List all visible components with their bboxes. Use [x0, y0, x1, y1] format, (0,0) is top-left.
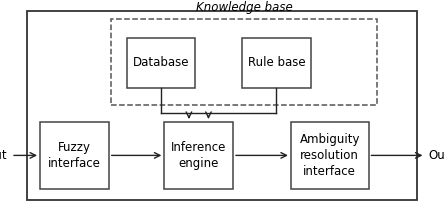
Text: Rule base: Rule base — [248, 56, 305, 70]
Bar — [40, 122, 109, 189]
Bar — [111, 19, 377, 105]
Bar — [164, 122, 233, 189]
Text: Ambiguity
resolution
interface: Ambiguity resolution interface — [299, 133, 360, 178]
Bar — [127, 38, 195, 88]
Text: Knowledge base: Knowledge base — [196, 1, 293, 14]
Text: Database: Database — [133, 56, 189, 70]
Text: Input: Input — [0, 149, 8, 162]
Text: Fuzzy
interface: Fuzzy interface — [48, 141, 101, 170]
Bar — [242, 38, 311, 88]
Bar — [291, 122, 369, 189]
Text: Output: Output — [428, 149, 444, 162]
Bar — [27, 10, 417, 199]
Text: Inference
engine: Inference engine — [171, 141, 226, 170]
